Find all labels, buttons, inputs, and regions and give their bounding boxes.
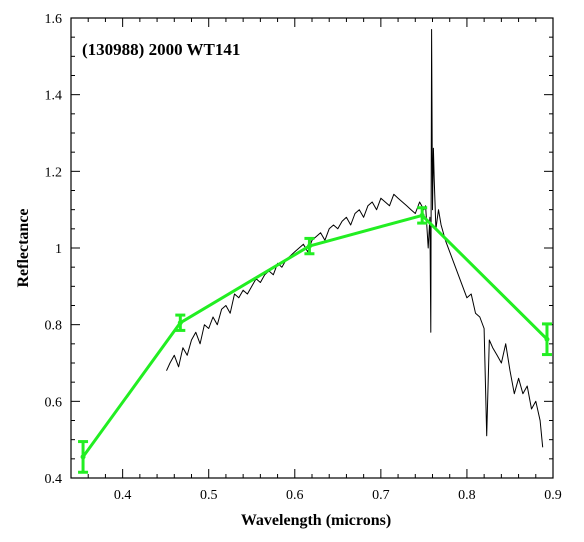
photometry-line [81, 213, 549, 458]
y-tick-label: 1.4 [45, 89, 63, 104]
photometry-point [419, 212, 425, 218]
chart-title: (130988) 2000 WT141 [82, 40, 240, 59]
y-tick-label: 0.4 [45, 472, 63, 487]
plot-frame [70, 17, 554, 479]
x-tick-label: 0.8 [458, 488, 476, 503]
y-tick-label: 1 [55, 242, 62, 257]
y-axis-title: Reflectance [15, 208, 32, 287]
y-tick-label: 1.6 [45, 12, 63, 27]
x-tick-label: 0.6 [286, 488, 304, 503]
y-tick-label: 0.6 [45, 395, 63, 410]
tick-labels: 0.4 0.5 0.6 0.7 0.8 0.9 0.4 0.6 0.8 1 1.2 1.4 1.6 [45, 12, 562, 503]
x-tick-label: 0.5 [200, 488, 218, 503]
photometry-point [306, 243, 312, 249]
x-axis-title: Wavelength (microns) [241, 512, 391, 529]
photometry-series [78, 206, 552, 474]
photometry-point [177, 320, 183, 326]
photometry-point [544, 336, 550, 342]
photometry-point [80, 454, 86, 460]
x-tick-label: 0.4 [114, 488, 132, 503]
y-tick-label: 1.2 [45, 165, 63, 180]
y-tick-label: 0.8 [45, 319, 63, 334]
spectrum-line [166, 29, 544, 448]
x-tick-label: 0.7 [372, 488, 390, 503]
axis-ticks [70, 17, 554, 479]
x-tick-label: 0.9 [544, 488, 562, 503]
spectrum-series [166, 29, 544, 448]
